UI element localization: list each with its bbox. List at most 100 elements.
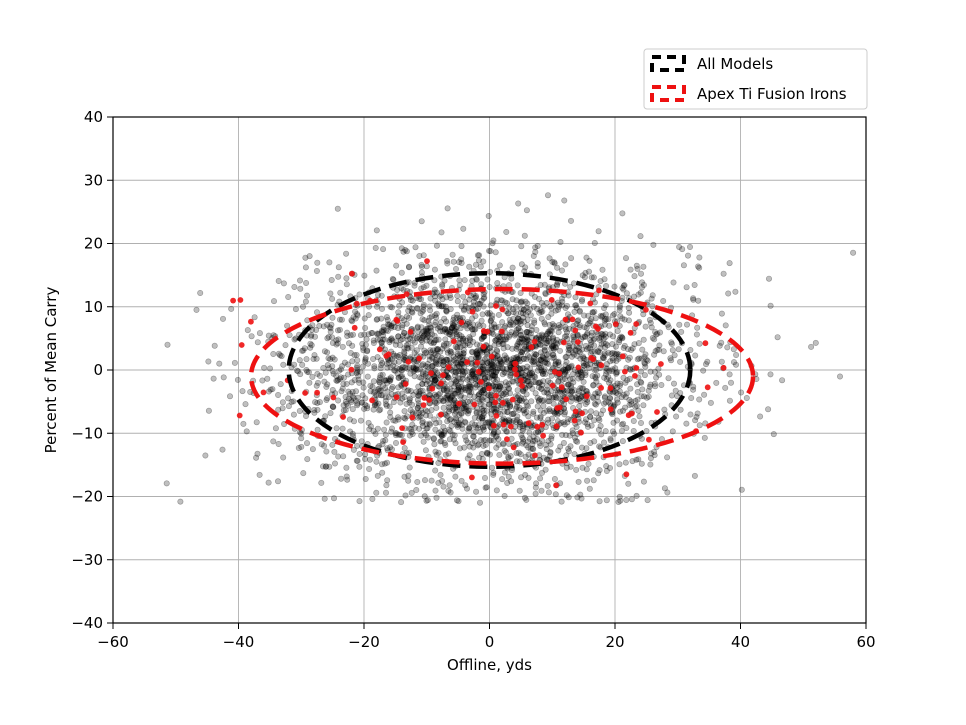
- all-models-point: [585, 344, 592, 351]
- all-models-point: [407, 370, 414, 377]
- all-models-point: [633, 492, 640, 499]
- all-models-point: [486, 358, 493, 365]
- apex-point: [499, 328, 505, 335]
- x-tick-label: −40: [223, 633, 255, 651]
- all-models-point: [455, 368, 462, 375]
- all-models-point: [253, 454, 260, 461]
- all-models-point: [499, 340, 506, 347]
- all-models-point: [501, 492, 508, 499]
- all-models-point: [443, 307, 450, 314]
- all-models-point: [421, 430, 428, 437]
- all-models-point: [566, 340, 573, 347]
- all-models-point: [654, 346, 661, 353]
- all-models-point: [394, 286, 401, 293]
- all-models-point: [516, 487, 523, 494]
- all-models-point: [352, 308, 359, 315]
- all-models-point: [638, 379, 645, 386]
- all-models-point: [543, 331, 550, 338]
- all-models-point: [645, 393, 652, 400]
- all-models-point: [678, 328, 685, 335]
- all-models-point: [718, 339, 725, 346]
- all-models-point: [376, 407, 383, 414]
- all-models-point: [579, 367, 586, 374]
- all-models-point: [451, 397, 458, 404]
- all-models-point: [415, 414, 422, 421]
- all-models-point: [513, 353, 520, 360]
- all-models-point: [603, 467, 610, 474]
- all-models-point: [427, 347, 434, 354]
- all-models-point: [550, 346, 557, 353]
- all-models-point: [515, 449, 522, 456]
- all-models-point: [589, 373, 596, 380]
- all-models-point: [541, 389, 548, 396]
- all-models-point: [390, 417, 397, 424]
- all-models-point: [307, 344, 314, 351]
- all-models-point: [354, 312, 361, 319]
- all-models-point: [313, 309, 320, 316]
- all-models-point: [399, 375, 406, 382]
- all-models-point: [633, 402, 640, 409]
- all-models-point: [347, 428, 354, 435]
- all-models-point: [549, 258, 556, 265]
- all-models-point: [340, 380, 347, 387]
- all-models-point: [400, 414, 407, 421]
- all-models-point: [590, 274, 597, 281]
- all-models-point: [596, 467, 603, 474]
- all-models-point: [599, 266, 606, 273]
- all-models-point: [609, 349, 616, 356]
- all-models-point: [467, 383, 474, 390]
- all-models-point: [476, 499, 483, 506]
- all-models-point: [469, 420, 476, 427]
- all-models-point: [415, 400, 422, 407]
- all-models-point: [412, 365, 419, 372]
- all-models-point: [635, 291, 642, 298]
- all-models-point: [600, 439, 607, 446]
- all-models-point: [499, 319, 506, 326]
- all-models-point: [457, 360, 464, 367]
- all-models-point: [396, 365, 403, 372]
- all-models-point: [280, 280, 287, 287]
- all-models-point: [363, 403, 370, 410]
- all-models-point: [538, 385, 545, 392]
- all-models-point: [365, 331, 372, 338]
- apex-point: [348, 366, 355, 373]
- all-models-point: [428, 331, 435, 338]
- all-models-point: [378, 327, 385, 334]
- all-models-point: [625, 304, 632, 311]
- all-models-point: [524, 337, 531, 344]
- all-models-point: [561, 411, 568, 418]
- all-models-point: [513, 418, 520, 425]
- all-models-point: [552, 491, 559, 498]
- all-models-point: [387, 364, 394, 371]
- all-models-point: [433, 399, 440, 406]
- all-models-point: [414, 333, 421, 340]
- all-models-point: [454, 352, 461, 359]
- apex-point: [426, 397, 433, 403]
- all-models-point: [324, 381, 331, 388]
- x-tick-label: 60: [856, 633, 875, 651]
- all-models-point: [546, 321, 553, 328]
- all-models-point: [395, 353, 402, 360]
- all-models-point: [609, 428, 616, 435]
- all-models-point: [738, 486, 745, 493]
- all-models-point: [344, 329, 351, 336]
- all-models-point: [564, 335, 571, 342]
- all-models-point: [627, 385, 634, 392]
- all-models-point: [509, 296, 516, 303]
- all-models-point: [492, 249, 499, 256]
- all-models-point: [677, 358, 684, 365]
- all-models-point: [574, 494, 581, 501]
- all-models-point: [696, 254, 703, 261]
- all-models-point: [471, 438, 478, 445]
- all-models-point: [505, 416, 512, 423]
- apex-point: [510, 444, 517, 451]
- all-models-point: [466, 383, 473, 390]
- all-models-point: [324, 321, 331, 328]
- all-models-point: [588, 422, 595, 429]
- all-models-point: [311, 406, 318, 413]
- all-models-point: [465, 304, 472, 311]
- all-models-point: [573, 423, 580, 430]
- all-models-point: [596, 336, 603, 343]
- apex-point: [438, 411, 444, 418]
- all-models-point: [532, 390, 539, 397]
